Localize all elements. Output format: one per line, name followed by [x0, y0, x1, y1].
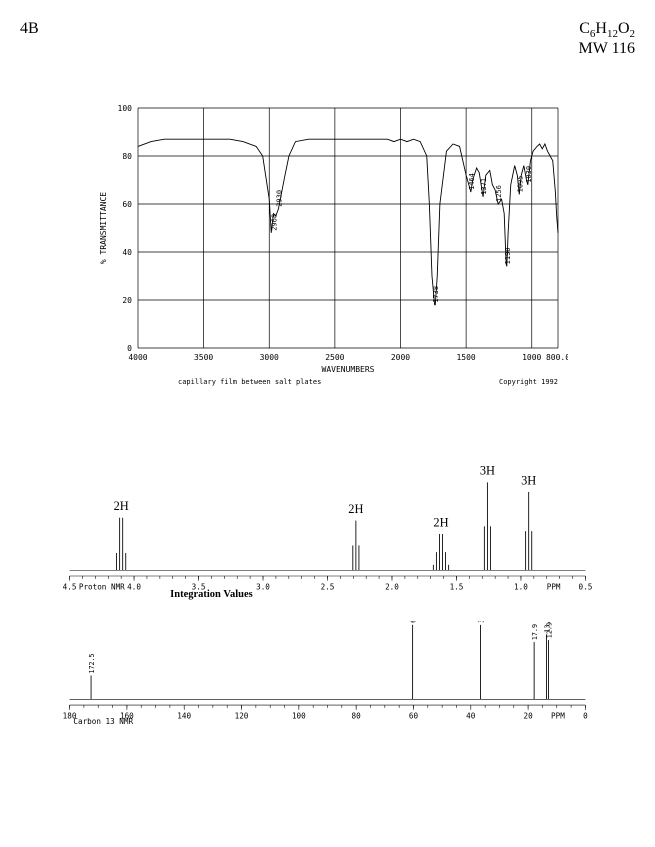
- svg-text:36.6: 36.6: [477, 621, 485, 623]
- svg-text:Proton NMR: Proton NMR: [79, 583, 125, 592]
- svg-text:1371: 1371: [480, 178, 488, 195]
- page-header: 4B C6H12O2 MW 116: [20, 20, 635, 58]
- svg-text:Integration Values: Integration Values: [170, 589, 253, 600]
- svg-text:4000: 4000: [128, 353, 147, 362]
- svg-text:% TRANSMITTANCE: % TRANSMITTANCE: [99, 192, 108, 264]
- svg-text:PPM: PPM: [551, 711, 565, 720]
- svg-text:3000: 3000: [259, 353, 278, 362]
- svg-text:3.0: 3.0: [256, 583, 270, 592]
- svg-text:3H: 3H: [521, 473, 536, 487]
- svg-text:0.5: 0.5: [579, 583, 593, 592]
- svg-text:1500: 1500: [456, 353, 475, 362]
- svg-text:2968: 2968: [270, 214, 278, 231]
- svg-text:capillary film between salt pl: capillary film between salt plates: [178, 378, 321, 386]
- svg-text:0: 0: [583, 711, 588, 720]
- svg-text:172.5: 172.5: [88, 653, 96, 673]
- svg-text:1190: 1190: [503, 248, 511, 265]
- svg-text:60: 60: [409, 711, 419, 720]
- carbon-nmr-chart: 180160140120100806040200Carbon 13 NMRPPM…: [60, 621, 595, 726]
- carbon-nmr-container: 180160140120100806040200Carbon 13 NMRPPM…: [60, 621, 595, 726]
- svg-text:1256: 1256: [495, 185, 503, 202]
- svg-text:1.0: 1.0: [514, 583, 528, 592]
- svg-text:17.9: 17.9: [531, 624, 539, 640]
- svg-text:1738: 1738: [431, 286, 439, 303]
- svg-text:140: 140: [177, 711, 191, 720]
- svg-text:40: 40: [122, 248, 132, 257]
- svg-text:3500: 3500: [193, 353, 212, 362]
- molecular-formula: C6H12O2: [579, 20, 635, 40]
- svg-text:2930: 2930: [275, 190, 283, 207]
- svg-text:80: 80: [122, 152, 132, 161]
- ir-spectrum-chart: 4000 3500 3000 2500 2000 1500 1000 800.0 0 20 40 60…: [88, 98, 568, 388]
- svg-text:2.5: 2.5: [321, 583, 335, 592]
- svg-text:40: 40: [466, 711, 476, 720]
- svg-text:1.5: 1.5: [450, 583, 464, 592]
- svg-text:4.5: 4.5: [63, 583, 77, 592]
- svg-text:120: 120: [235, 711, 249, 720]
- proton-nmr-chart: 4.54.03.53.02.52.01.51.00.5Proton NMRPPM…: [60, 448, 595, 601]
- svg-text:20: 20: [524, 711, 534, 720]
- svg-text:Copyright 1992: Copyright 1992: [498, 378, 557, 386]
- svg-text:12.9: 12.9: [545, 622, 553, 638]
- svg-text:WAVENUMBERS: WAVENUMBERS: [321, 365, 374, 374]
- svg-text:60: 60: [122, 200, 132, 209]
- svg-text:0: 0: [127, 344, 132, 353]
- svg-text:20: 20: [122, 296, 132, 305]
- formula-block: C6H12O2 MW 116: [579, 20, 635, 58]
- svg-text:80: 80: [352, 711, 362, 720]
- svg-text:3H: 3H: [480, 464, 495, 478]
- svg-text:60.3: 60.3: [409, 621, 417, 623]
- svg-text:2H: 2H: [433, 516, 448, 530]
- svg-text:PPM: PPM: [547, 583, 561, 592]
- svg-text:1000: 1000: [522, 353, 541, 362]
- svg-text:2H: 2H: [348, 502, 363, 516]
- molecular-weight: MW 116: [579, 40, 635, 58]
- svg-text:1464: 1464: [467, 173, 475, 190]
- svg-text:Carbon 13 NMR: Carbon 13 NMR: [73, 717, 133, 726]
- svg-text:2H: 2H: [114, 499, 129, 513]
- svg-text:100: 100: [117, 104, 132, 113]
- svg-text:2000: 2000: [390, 353, 409, 362]
- page-label: 4B: [20, 20, 39, 38]
- svg-text:2500: 2500: [325, 353, 344, 362]
- proton-nmr-container: 4.54.03.53.02.52.01.51.00.5Proton NMRPPM…: [60, 448, 595, 601]
- svg-text:800.0: 800.0: [545, 353, 567, 362]
- svg-text:100: 100: [292, 711, 306, 720]
- svg-text:4.0: 4.0: [127, 583, 141, 592]
- svg-text:1095: 1095: [516, 176, 524, 193]
- svg-text:2.0: 2.0: [385, 583, 399, 592]
- svg-text:1030: 1030: [524, 166, 532, 183]
- ir-chart-container: 4000 3500 3000 2500 2000 1500 1000 800.0 0 20 40 60…: [20, 98, 635, 388]
